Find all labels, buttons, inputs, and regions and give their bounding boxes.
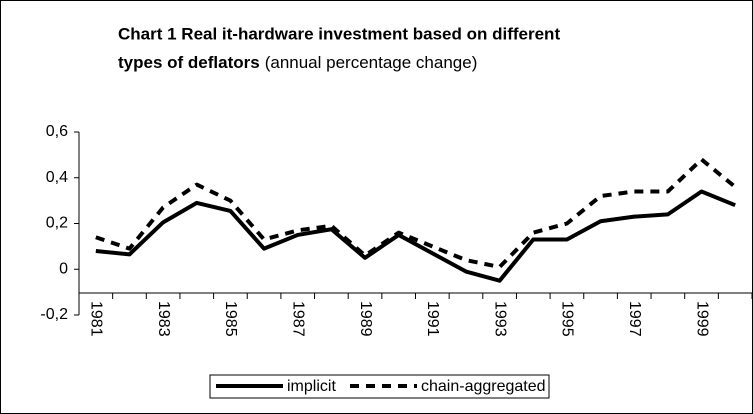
series-line bbox=[95, 189, 736, 283]
title-bold: types of deflators bbox=[118, 53, 260, 72]
y-tick-label: -0,2 bbox=[40, 306, 68, 323]
y-tick-label: 0 bbox=[59, 260, 68, 277]
x-tick-label: 1999 bbox=[693, 301, 710, 337]
x-tick-label: 1989 bbox=[357, 301, 374, 337]
x-tick-label: 1991 bbox=[424, 301, 441, 337]
y-tick-label: 0,4 bbox=[46, 169, 68, 186]
x-tick-label: 1983 bbox=[155, 301, 172, 337]
chart-title: Chart 1 Real it-hardware investment base… bbox=[118, 24, 560, 43]
chart-subtitle: (annual percentage change) bbox=[265, 53, 478, 72]
x-tick-label: 1987 bbox=[289, 301, 306, 337]
x-tick-label: 1997 bbox=[626, 301, 643, 337]
x-tick-label: 1981 bbox=[88, 301, 105, 337]
legend-box bbox=[209, 374, 550, 399]
x-tick-label: 1995 bbox=[559, 301, 576, 337]
x-tick-label: 1993 bbox=[491, 301, 508, 337]
series-line bbox=[95, 157, 737, 269]
legend-label: chain-aggregated bbox=[421, 378, 546, 395]
legend-label: implicit bbox=[287, 378, 336, 395]
y-tick-label: 0,2 bbox=[46, 215, 68, 232]
x-tick-label: 1985 bbox=[222, 301, 239, 337]
chart-title-line2: types of deflators (annual percentage cha… bbox=[118, 53, 477, 72]
y-tick-label: 0,6 bbox=[46, 123, 68, 140]
